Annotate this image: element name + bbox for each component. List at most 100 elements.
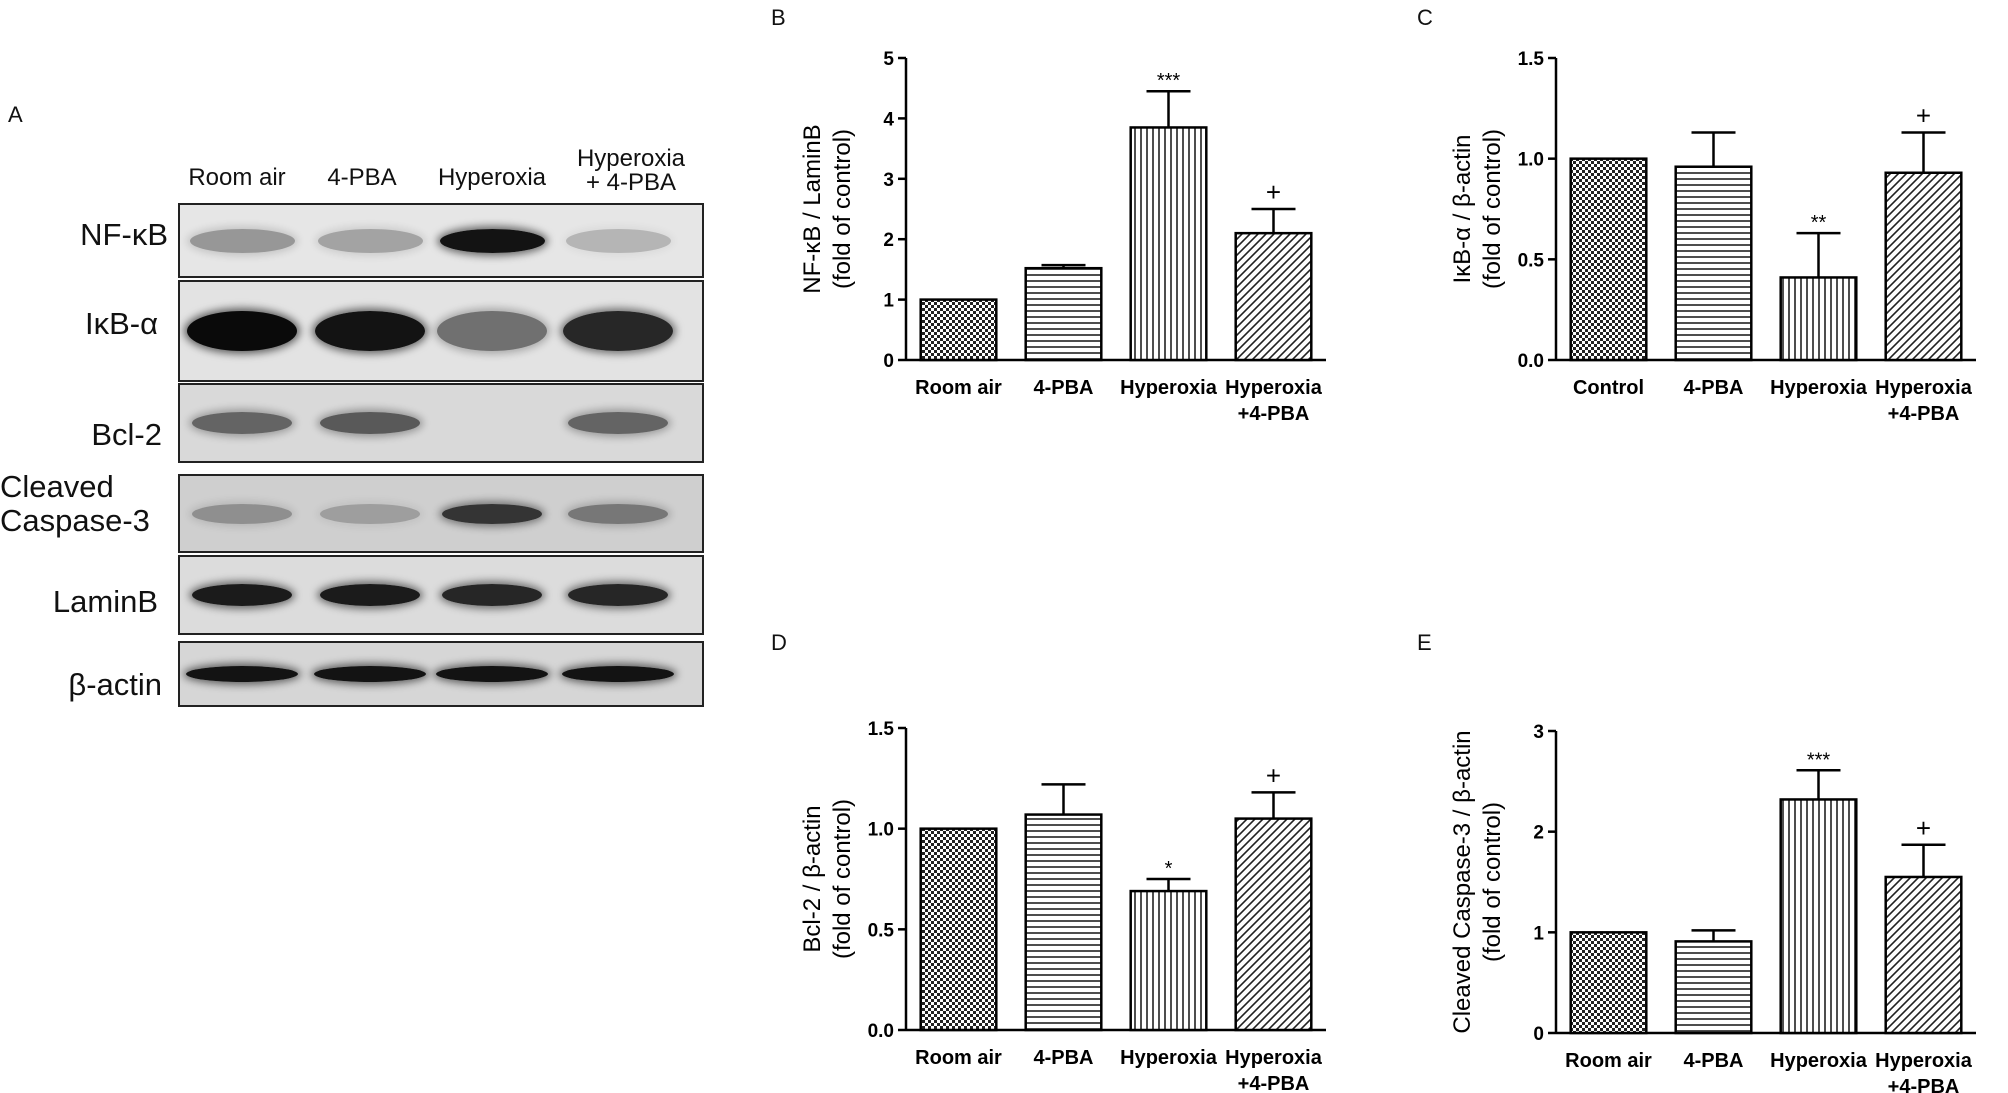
- blot-strip-nfkb: [178, 203, 704, 278]
- x-category-label: Room air: [915, 1047, 1002, 1069]
- bar-group: ***: [1779, 749, 1858, 1035]
- y-tick-label: 0.0: [868, 1021, 894, 1042]
- blot-row-label-nfkb: NF-κB: [80, 217, 168, 252]
- y-axis-label: Bcl-2 / β-actin: [799, 805, 826, 952]
- y-axis-label: (fold of control): [829, 129, 856, 289]
- bar: [919, 827, 998, 1032]
- x-category-label: Hyperoxia: [1875, 377, 1973, 399]
- bar-group: [919, 298, 998, 362]
- bar-group: +: [1884, 100, 1963, 362]
- significance-marker: **: [1811, 212, 1827, 234]
- bar-group: [1674, 131, 1753, 362]
- significance-marker: +: [1266, 760, 1281, 790]
- blot-strip-cleaved-caspase3: [178, 474, 704, 553]
- blot-lane-header-hyperoxia-4pba: Hyperoxia + 4-PBA: [576, 145, 686, 196]
- bar-group: ***: [1129, 70, 1208, 362]
- blot-band-cleaved-caspase3-lane-1: [192, 503, 292, 524]
- x-category-label: Hyperoxia: [1770, 1050, 1868, 1072]
- bar-group: [1569, 157, 1648, 362]
- bar-group: *: [1129, 858, 1208, 1032]
- blot-band-nfkb-lane-1: [189, 228, 295, 253]
- significance-marker: +: [1916, 813, 1931, 843]
- blot-band-beta-actin-lane-4: [562, 666, 674, 682]
- x-category-label: Hyperoxia: [1770, 377, 1868, 399]
- x-category-label: 4-PBA: [1033, 377, 1093, 399]
- y-tick-label: 1.0: [868, 820, 894, 841]
- blot-band-ikba-lane-1: [187, 311, 297, 351]
- blot-strip-bcl2: [178, 383, 704, 463]
- bar: [1674, 165, 1753, 362]
- x-category-label: Hyperoxia: [1225, 377, 1323, 399]
- significance-marker: ***: [1157, 70, 1181, 92]
- blot-band-ikba-lane-4: [563, 311, 673, 351]
- x-category-label: +4-PBA: [1238, 403, 1310, 425]
- blot-band-beta-actin-lane-3: [436, 666, 548, 682]
- blot-band-bcl2-lane-2: [320, 412, 420, 434]
- blot-strip-laminb: [178, 555, 704, 635]
- blot-band-laminb-lane-1: [192, 584, 292, 606]
- y-tick-label: 5: [883, 49, 894, 70]
- y-tick-label: 1: [1533, 923, 1544, 944]
- blot-band-nfkb-lane-2: [317, 228, 423, 253]
- bar: [1024, 266, 1103, 362]
- blot-row-label-laminb: LaminB: [52, 584, 158, 619]
- y-tick-label: 1.5: [1518, 49, 1545, 70]
- bar-group: +: [1234, 177, 1313, 362]
- x-category-label: Room air: [915, 377, 1002, 399]
- y-tick-label: 0.5: [1518, 250, 1545, 271]
- x-category-label: Hyperoxia: [1225, 1047, 1323, 1069]
- bar: [1674, 940, 1753, 1035]
- bar: [1234, 231, 1313, 362]
- bar: [1884, 875, 1963, 1035]
- significance-marker: +: [1916, 100, 1931, 130]
- panel-letter-e: E: [1417, 630, 1432, 655]
- significance-marker: ***: [1807, 749, 1831, 771]
- blot-band-bcl2-lane-1: [192, 412, 292, 434]
- blot-band-cleaved-caspase3-lane-3: [442, 503, 542, 524]
- bar-group: **: [1779, 212, 1858, 362]
- blot-lane-header-hyperoxia: Hyperoxia: [437, 164, 547, 191]
- y-axis-label: IκB-α / β-actin: [1449, 134, 1476, 283]
- y-tick-label: 3: [883, 170, 894, 191]
- bar-group: +: [1884, 813, 1963, 1035]
- y-tick-label: 1.5: [868, 719, 895, 740]
- bar-group: [919, 827, 998, 1032]
- y-tick-label: 1: [883, 291, 894, 312]
- blot-band-ikba-lane-3: [437, 311, 547, 351]
- blot-band-cleaved-caspase3-lane-2: [320, 503, 420, 524]
- x-category-label: Room air: [1565, 1050, 1652, 1072]
- panel-letter-d: D: [771, 630, 787, 655]
- blot-strip-beta-actin: [178, 641, 704, 707]
- y-tick-label: 0.0: [1518, 351, 1544, 372]
- bar: [1234, 817, 1313, 1032]
- significance-marker: *: [1165, 858, 1173, 880]
- y-axis-label: Cleaved Caspase-3 / β-actin: [1449, 730, 1476, 1033]
- bar: [1779, 798, 1858, 1035]
- bar: [1569, 157, 1648, 362]
- bar: [1024, 813, 1103, 1032]
- blot-lane-header-room-air: Room air: [188, 164, 286, 191]
- y-tick-label: 0: [1533, 1024, 1544, 1045]
- bar: [1129, 889, 1208, 1032]
- x-category-label: +4-PBA: [1888, 403, 1960, 425]
- bar: [1569, 931, 1648, 1035]
- bar-group: +: [1234, 760, 1313, 1032]
- y-tick-label: 1.0: [1518, 150, 1544, 171]
- blot-band-cleaved-caspase3-lane-4: [568, 503, 668, 524]
- bar-group: [1024, 263, 1103, 362]
- y-tick-label: 2: [1533, 823, 1544, 844]
- y-axis-label: (fold of control): [1479, 129, 1506, 289]
- x-category-label: Control: [1573, 377, 1644, 399]
- x-category-label: 4-PBA: [1033, 1047, 1093, 1069]
- panel-letter-b: B: [771, 5, 786, 30]
- chart-ikba-beta-actin: 0.0 0.5 1.0 1.5 IκB-α / β-actin (fold of cont…: [1449, 49, 1976, 425]
- bar: [1779, 276, 1858, 362]
- panel-letter-a: A: [8, 102, 23, 127]
- blot-row-label-ikba: IκB-α: [84, 306, 158, 341]
- y-tick-label: 4: [883, 109, 894, 130]
- x-category-label: Hyperoxia: [1120, 1047, 1218, 1069]
- blot-band-nfkb-lane-3: [439, 228, 545, 253]
- blot-band-laminb-lane-4: [568, 584, 668, 606]
- bar-group: [1569, 931, 1648, 1035]
- chart-cleaved-caspase3-beta-actin: 0 1 2 3 Cleaved Caspase-3 / β-actin (fold of …: [1449, 722, 1976, 1093]
